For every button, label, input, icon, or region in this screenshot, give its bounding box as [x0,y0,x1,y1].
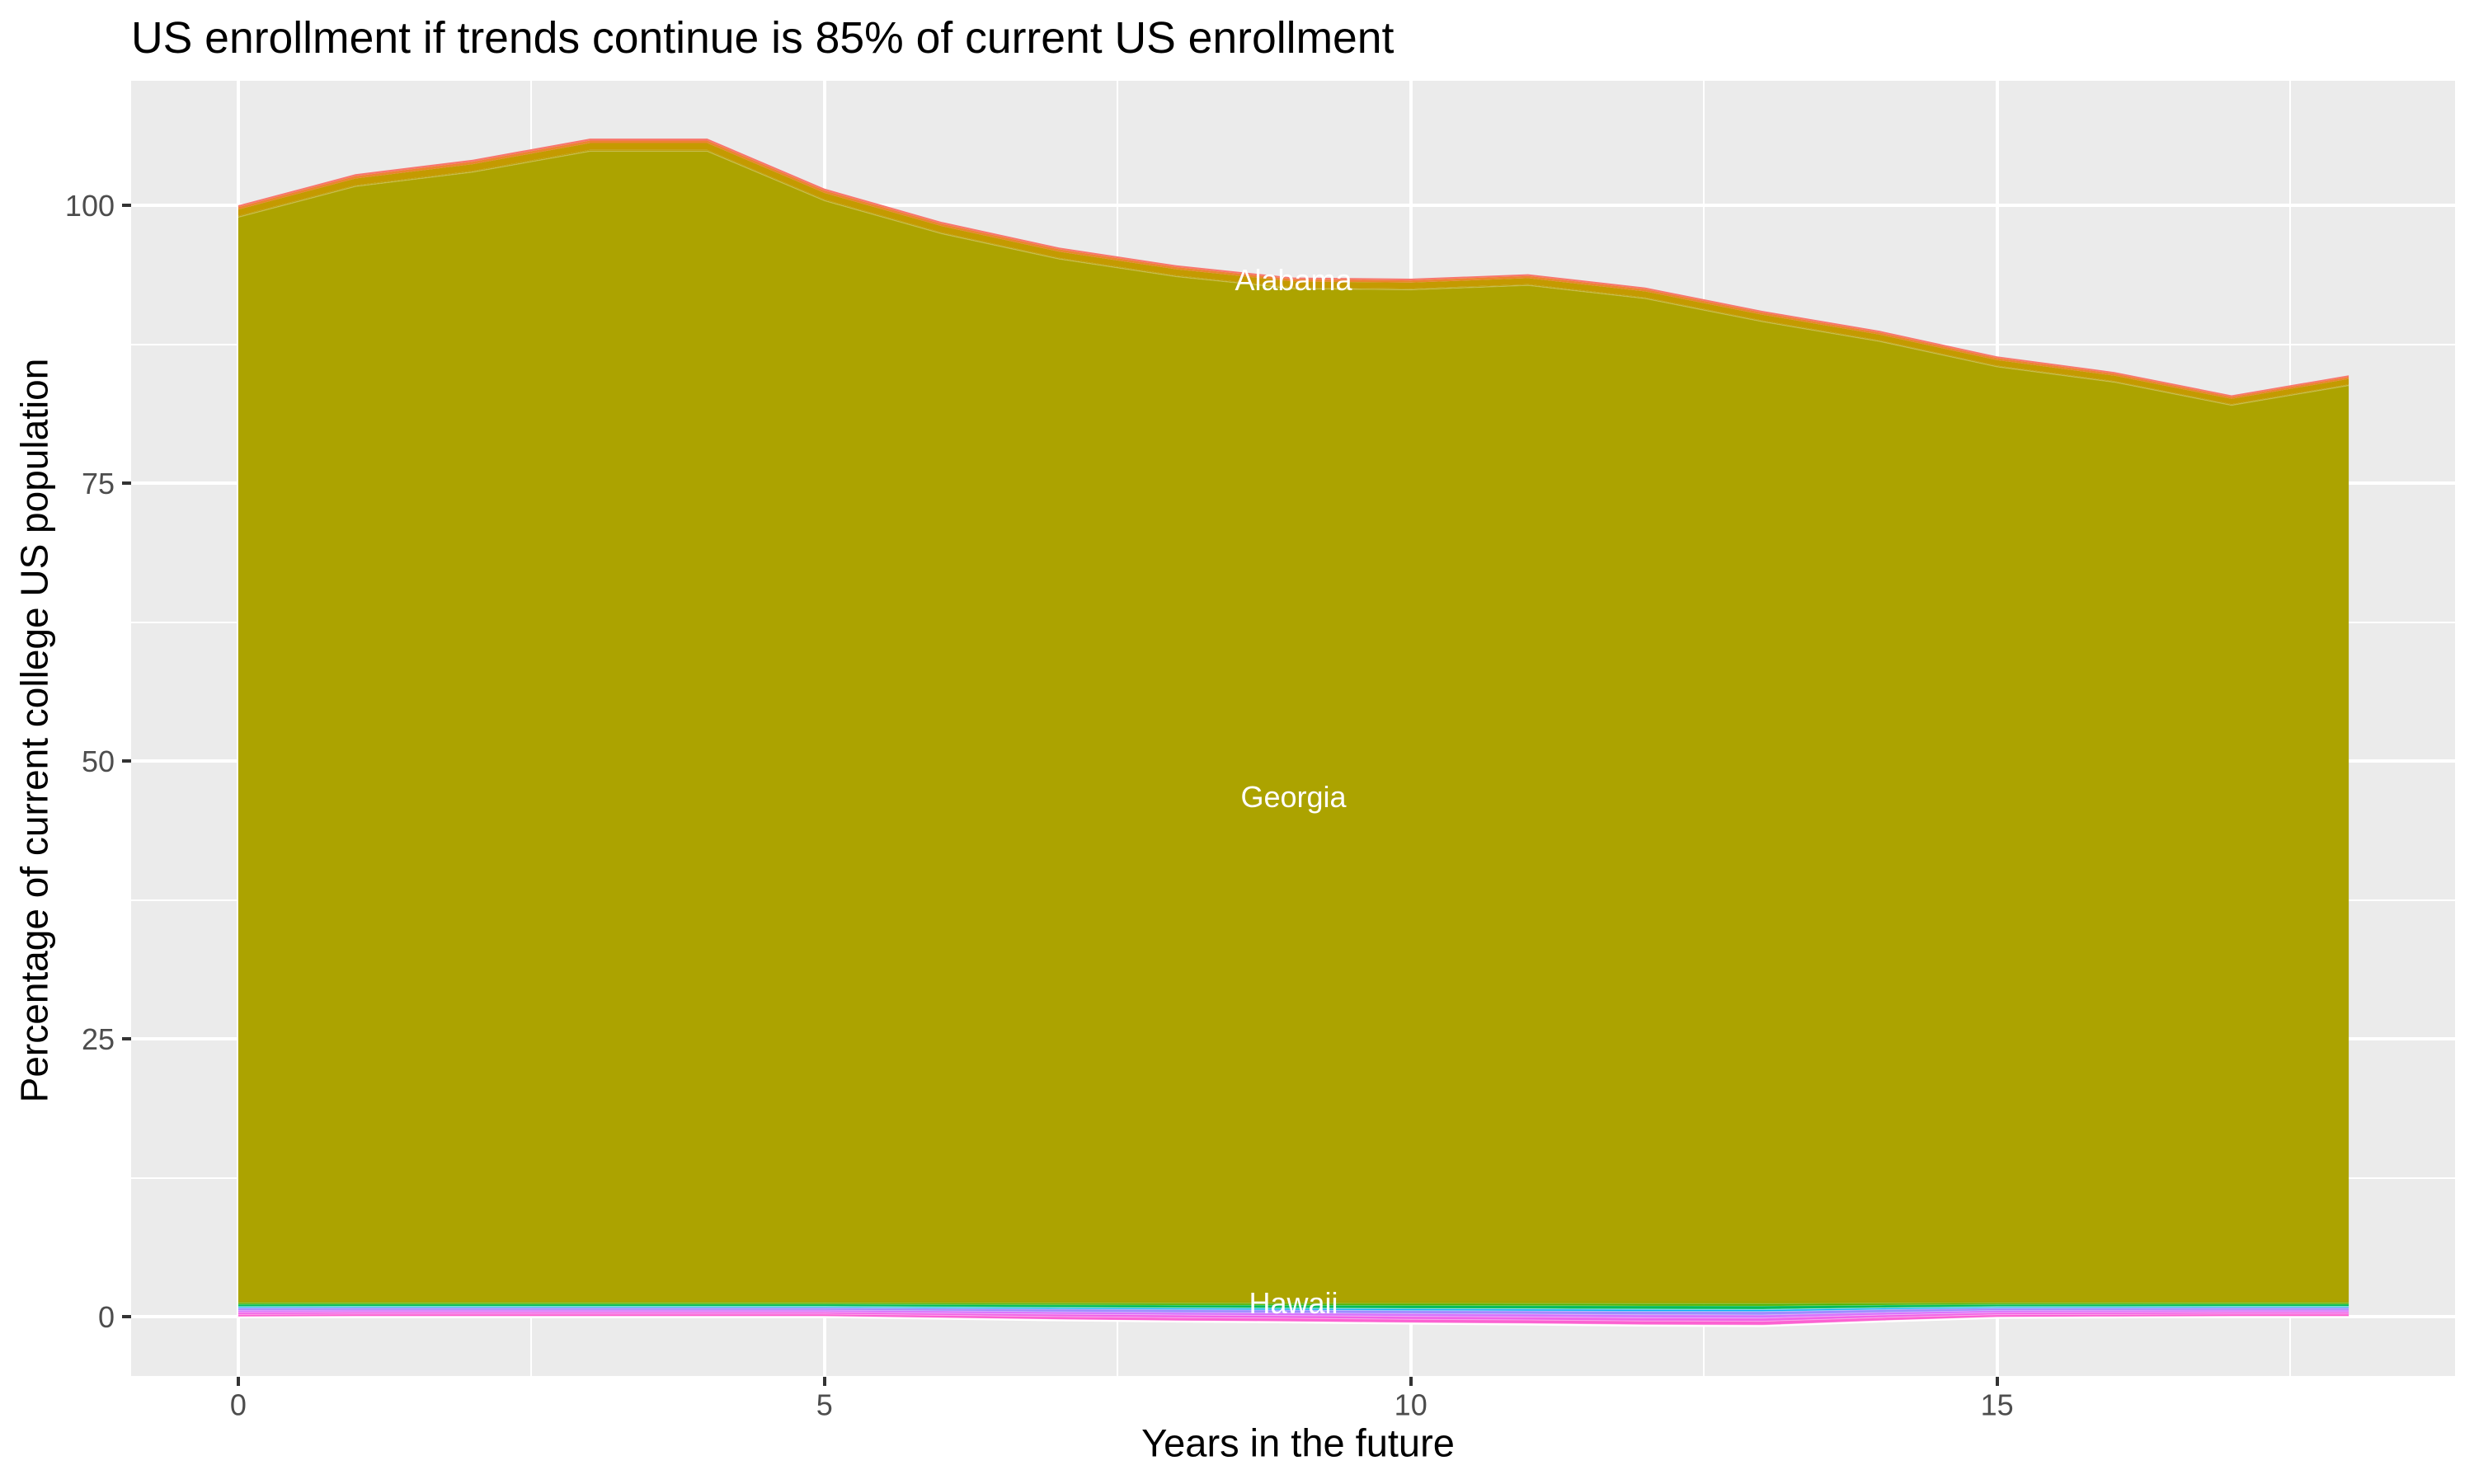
svg-text:Years in the future: Years in the future [1141,1421,1455,1465]
svg-text:Alabama: Alabama [1235,263,1352,297]
svg-text:Percentage of current college: Percentage of current college US populat… [13,359,56,1103]
svg-text:25: 25 [82,1022,115,1056]
svg-text:50: 50 [82,744,115,778]
svg-text:US enrollment if trends contin: US enrollment if trends continue is 85% … [131,14,1395,63]
svg-text:Hawaii: Hawaii [1249,1286,1338,1320]
svg-text:15: 15 [1981,1388,2014,1422]
svg-text:Georgia: Georgia [1240,780,1347,814]
svg-text:0: 0 [98,1300,115,1334]
svg-text:5: 5 [816,1388,833,1422]
svg-text:10: 10 [1395,1388,1427,1422]
svg-text:0: 0 [230,1388,247,1422]
svg-text:75: 75 [82,467,115,500]
svg-text:100: 100 [65,189,115,223]
